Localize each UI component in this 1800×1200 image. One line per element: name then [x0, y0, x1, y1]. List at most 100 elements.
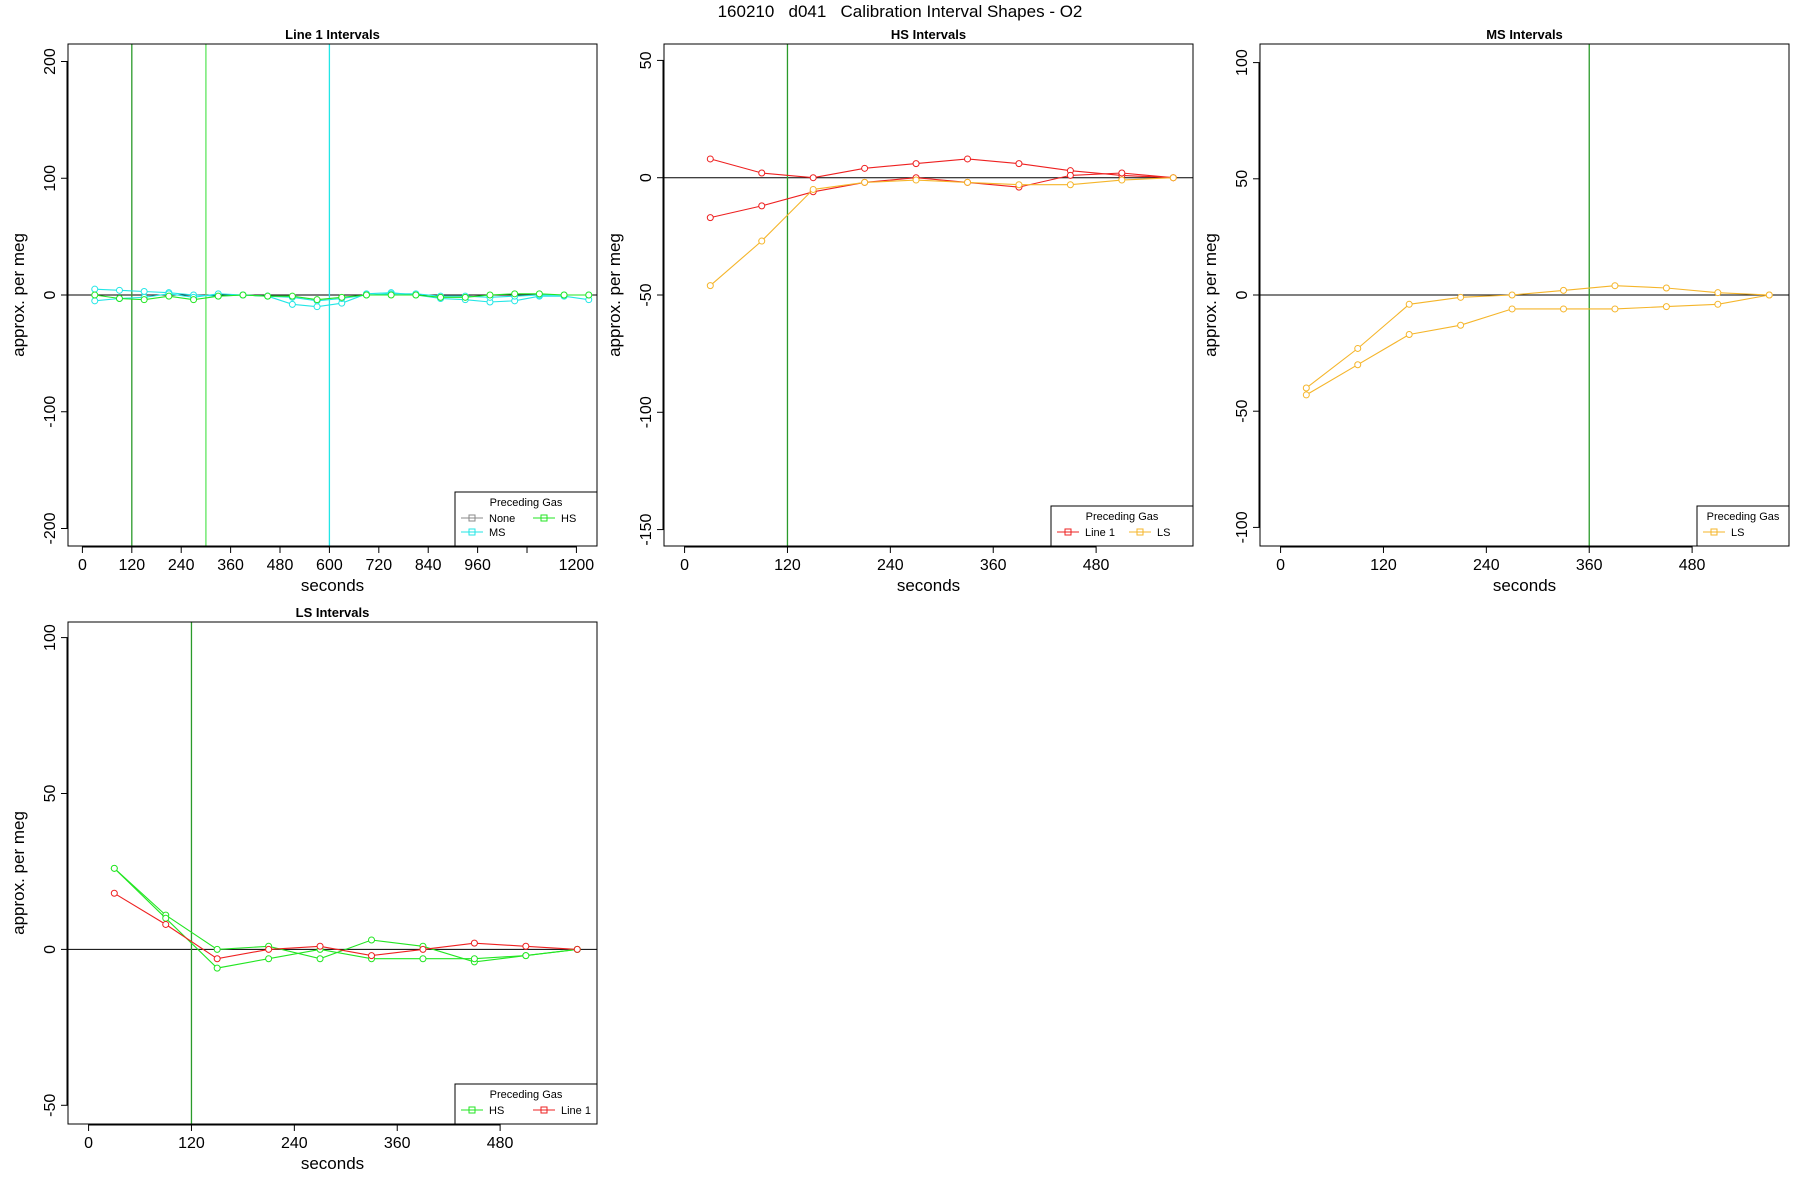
legend-swatch-marker [468, 514, 476, 522]
y-axis-title: approx. per meg [9, 233, 28, 357]
data-point [368, 936, 376, 944]
data-point [470, 955, 478, 963]
legend-swatch-marker [468, 1106, 476, 1114]
data-point [1714, 300, 1722, 308]
legend-swatch-marker [540, 1106, 548, 1114]
x-tick-label: 480 [1679, 557, 1706, 574]
series-line-line-1 [710, 172, 1174, 219]
panel-title: MS Intervals [1486, 27, 1563, 42]
plot-area [1302, 44, 1773, 546]
data-point [535, 290, 543, 298]
y-tick-label: -150 [638, 513, 655, 545]
data-point [140, 296, 148, 304]
data-point [1611, 305, 1619, 313]
x-axis-title: seconds [1493, 576, 1556, 595]
series-line-hs [113, 867, 578, 969]
data-point [861, 178, 869, 186]
y-tick-label: 100 [42, 624, 59, 651]
x-tick-label: 960 [464, 557, 491, 574]
data-point [1405, 300, 1413, 308]
series-line-ls [1306, 294, 1770, 396]
x-tick-label: 240 [877, 557, 904, 574]
series-line-ls [1305, 285, 1770, 389]
data-point [265, 945, 273, 953]
y-tick-label: 200 [42, 48, 59, 75]
data-point [362, 291, 370, 299]
data-point [1066, 171, 1074, 179]
plot-frame [663, 43, 1194, 547]
legend-box [1696, 505, 1790, 547]
x-tick-label: 600 [316, 557, 343, 574]
data-point [1302, 384, 1310, 392]
data-point [110, 864, 118, 872]
x-tick-label: 120 [1370, 557, 1397, 574]
panel-title: Line 1 Intervals [285, 27, 380, 42]
legend-entry-label: Line 1 [561, 1105, 591, 1117]
legend-swatch-marker [540, 514, 548, 522]
legend-entry-label: LS [1731, 527, 1744, 539]
data-point [461, 293, 469, 301]
data-point [1457, 293, 1465, 301]
plot-area [110, 622, 581, 1124]
data-point [162, 920, 170, 928]
page-title: 160210 d041 Calibration Interval Shapes … [717, 2, 1083, 21]
data-point [91, 291, 99, 299]
y-axis: -150 -100 -50 0 50 approx. per meg [605, 51, 664, 546]
data-point [1354, 361, 1362, 369]
data-point [809, 174, 817, 182]
y-axis: -50 0 50 100 approx. per meg [9, 624, 68, 1117]
y-tick-label: -100 [1234, 511, 1251, 543]
data-point [316, 955, 324, 963]
data-point [1662, 284, 1670, 292]
legend-entry-label: HS [489, 1105, 504, 1117]
data-point [313, 296, 321, 304]
data-point [412, 291, 420, 299]
legend-entry-label: MS [489, 527, 506, 539]
data-point [213, 955, 221, 963]
y-tick-label: -100 [638, 396, 655, 428]
x-tick-label: 720 [365, 557, 392, 574]
legend-box [1050, 505, 1194, 547]
y-axis-title: approx. per meg [605, 233, 624, 357]
data-point [809, 185, 817, 193]
x-axis-title: seconds [301, 1154, 364, 1173]
data-point [486, 291, 494, 299]
legend-box [454, 1083, 598, 1125]
data-point [560, 291, 568, 299]
data-point [91, 285, 99, 293]
data-point [213, 964, 221, 972]
y-tick-label: 0 [1234, 290, 1251, 299]
data-point [522, 942, 530, 950]
data-point [912, 160, 920, 168]
data-point [162, 914, 170, 922]
x-axis: 0 120 240 360 480 seconds [1276, 546, 1706, 595]
y-tick-label: 50 [638, 51, 655, 69]
data-point [239, 291, 247, 299]
data-point [264, 292, 272, 300]
legend: Preceding Gas Line 1 LS [1050, 505, 1194, 547]
data-point [511, 290, 519, 298]
legend-title: Preceding Gas [1707, 511, 1780, 523]
y-axis: -100 -50 0 50 100 approx. per meg [1201, 49, 1260, 543]
y-tick-label: -100 [42, 396, 59, 428]
data-point [706, 214, 714, 222]
data-point [419, 945, 427, 953]
data-point [1169, 174, 1177, 182]
legend-entry-label: HS [561, 513, 576, 525]
plot-area [91, 44, 593, 546]
y-tick-label: -200 [42, 512, 59, 544]
data-point [214, 292, 222, 300]
data-point [213, 945, 221, 953]
data-point [573, 945, 581, 953]
x-tick-label: 480 [1083, 557, 1110, 574]
x-tick-label: 240 [281, 1135, 308, 1152]
plot-frame [67, 621, 598, 1125]
data-point [1015, 160, 1023, 168]
panel-ms: MS Intervals 0 120 240 360 480 seconds -100 -50 0… [1201, 27, 1790, 595]
data-point [706, 155, 714, 163]
data-point [706, 282, 714, 290]
y-tick-label: 100 [1234, 49, 1251, 76]
panel-title: HS Intervals [891, 27, 966, 42]
plot-area [706, 44, 1177, 546]
data-point [1508, 291, 1516, 299]
